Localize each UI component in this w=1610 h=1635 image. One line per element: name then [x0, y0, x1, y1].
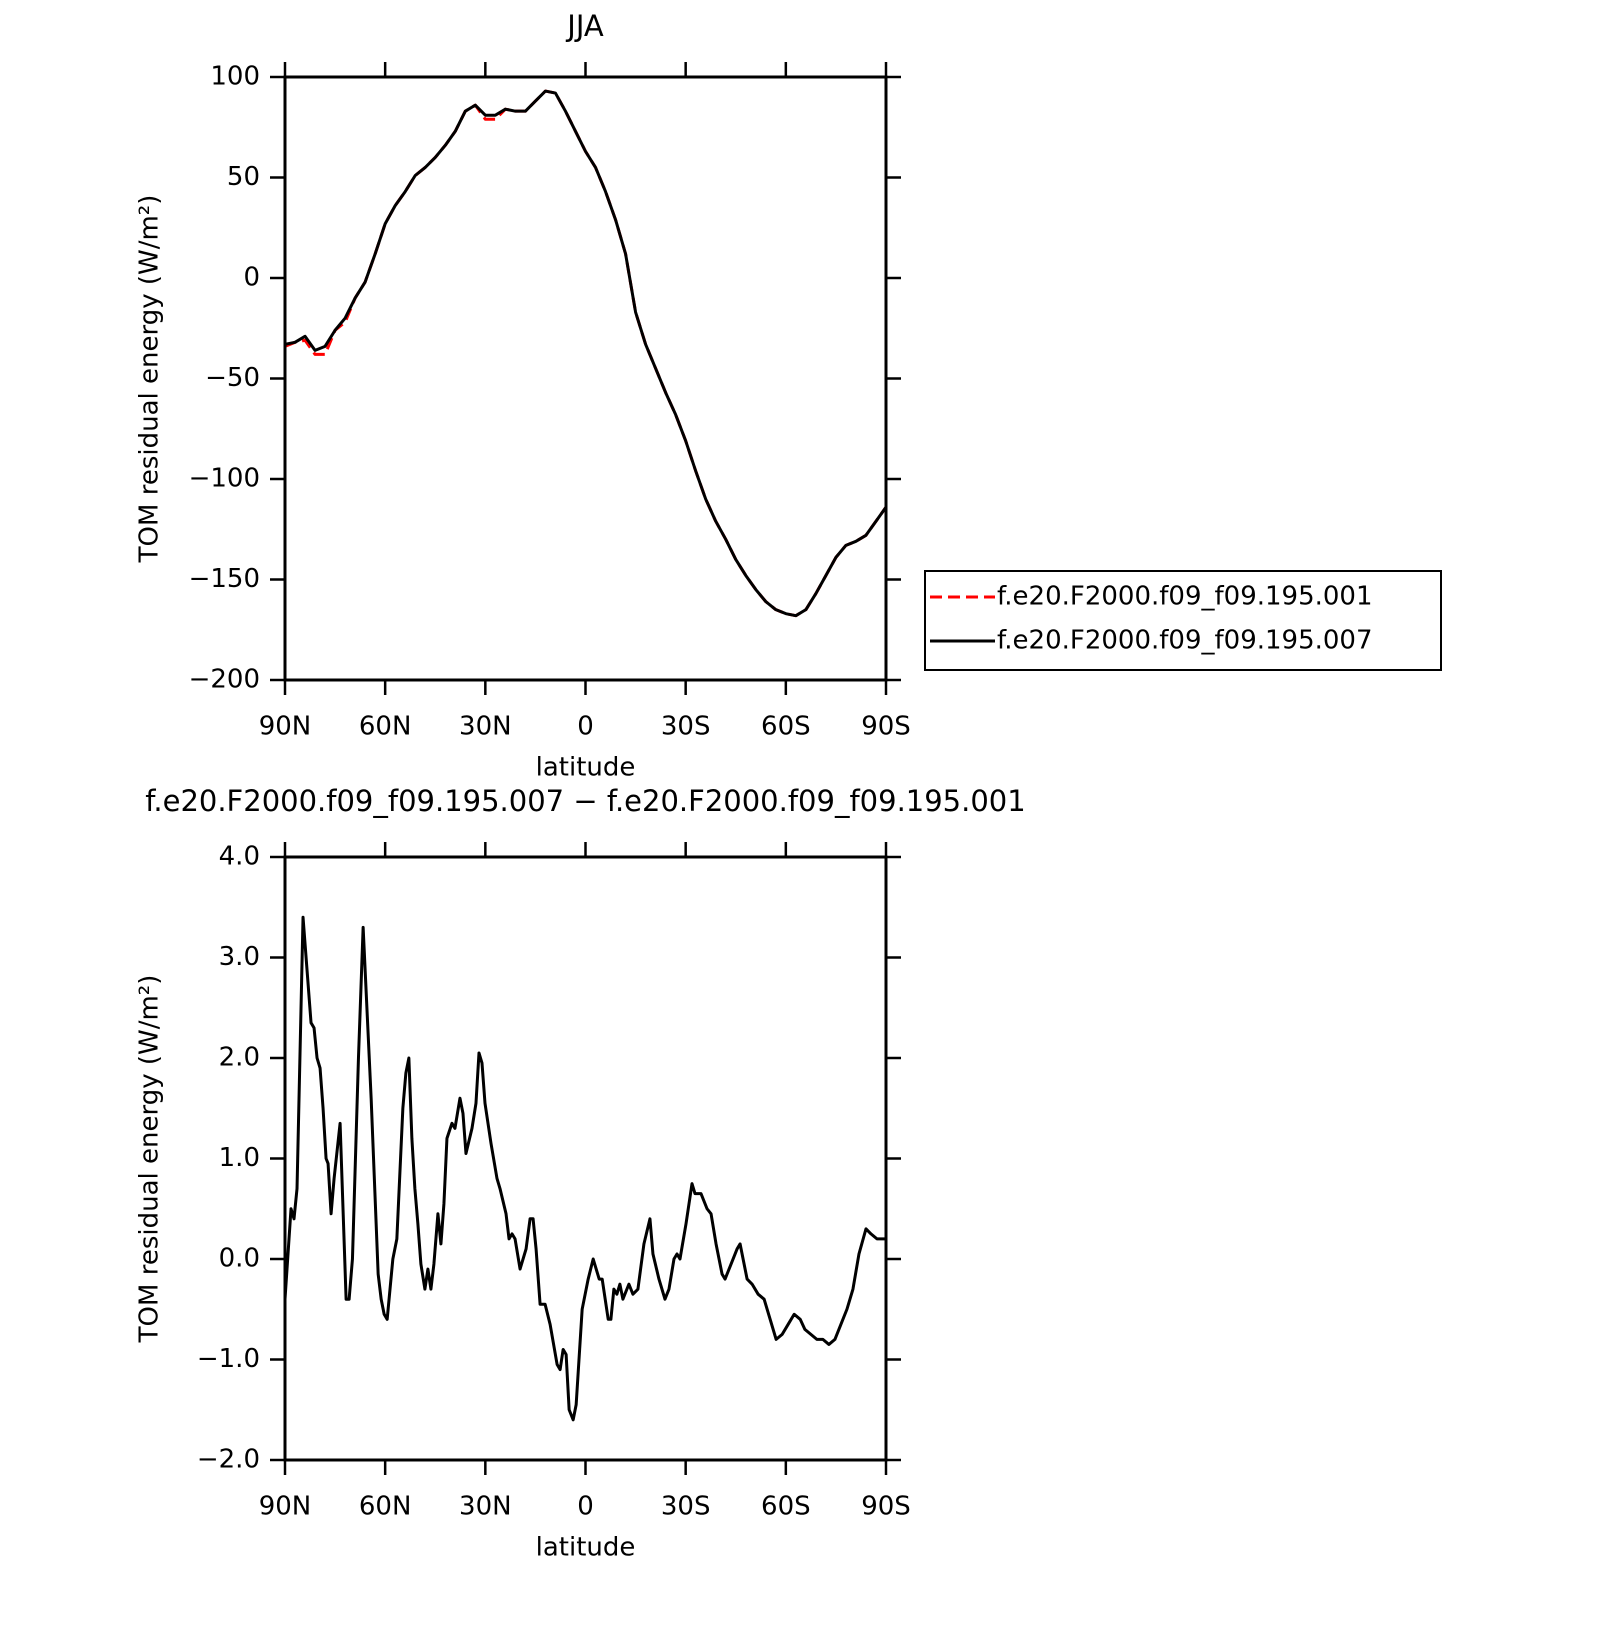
chart-title: JJA	[565, 9, 604, 43]
legend-box	[924, 570, 1442, 671]
x-tick-label: 60N	[359, 712, 412, 742]
x-tick-label: 60N	[359, 1492, 412, 1522]
chart-title: f.e20.F2000.f09_f09.195.007 − f.e20.F200…	[145, 784, 1025, 818]
data-line	[283, 915, 886, 1422]
y-tick-label: 0	[243, 263, 260, 293]
y-tick-label: 3.0	[219, 942, 260, 972]
x-tick-label: 60S	[761, 712, 811, 742]
x-axis-label: latitude	[536, 1533, 636, 1563]
y-axis-label: TOM residual energy (W/m²)	[135, 975, 165, 1344]
y-tick-label: −100	[189, 464, 260, 494]
legend-label: f.e20.F2000.f09_f09.195.001	[997, 582, 1373, 612]
y-tick-label: 50	[227, 162, 260, 192]
y-tick-label: 1.0	[219, 1143, 260, 1173]
x-tick-label: 90S	[861, 712, 911, 742]
y-tick-label: −50	[205, 363, 260, 393]
x-tick-label: 90S	[861, 1492, 911, 1522]
data-line	[284, 89, 888, 618]
y-tick-label: −200	[189, 665, 260, 695]
y-tick-label: −2.0	[197, 1445, 260, 1475]
plot-frame	[283, 75, 888, 682]
y-tick-label: −150	[189, 564, 260, 594]
x-tick-label: 30S	[661, 712, 711, 742]
data-line	[284, 89, 888, 618]
x-tick-label: 30N	[459, 712, 512, 742]
y-axis-label: TOM residual energy (W/m²)	[135, 195, 165, 564]
x-tick-label: 30S	[661, 1492, 711, 1522]
y-tick-label: 4.0	[219, 842, 260, 872]
x-tick-label: 0	[577, 712, 594, 742]
x-tick-label: 90N	[259, 712, 312, 742]
y-tick-label: 100	[210, 62, 260, 92]
y-tick-label: −1.0	[197, 1344, 260, 1374]
x-axis-label: latitude	[536, 753, 636, 783]
x-tick-label: 30N	[459, 1492, 512, 1522]
legend-label: f.e20.F2000.f09_f09.195.007	[997, 626, 1373, 656]
plot-frame	[283, 855, 888, 1462]
x-tick-label: 60S	[761, 1492, 811, 1522]
y-tick-label: 0.0	[219, 1244, 260, 1274]
y-tick-label: 2.0	[219, 1043, 260, 1073]
x-tick-label: 90N	[259, 1492, 312, 1522]
x-tick-label: 0	[577, 1492, 594, 1522]
